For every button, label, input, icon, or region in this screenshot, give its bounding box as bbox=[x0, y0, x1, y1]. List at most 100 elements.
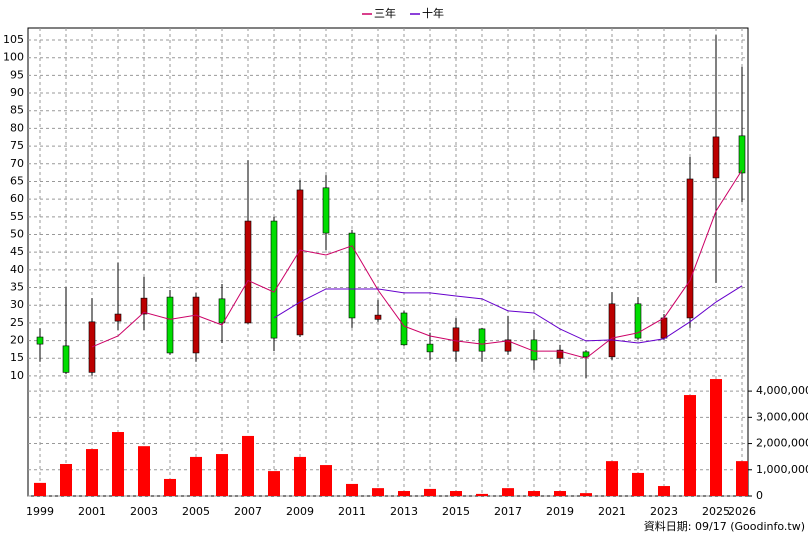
candle-body bbox=[686, 178, 694, 319]
x-tick-label: 2019 bbox=[546, 505, 574, 518]
y-tick-label: 35 bbox=[10, 281, 24, 294]
volume-bar bbox=[632, 472, 644, 496]
volume-bar bbox=[476, 493, 488, 496]
volume-bar bbox=[60, 464, 72, 496]
x-tick-label: 2007 bbox=[234, 505, 262, 518]
volume-bar bbox=[502, 488, 514, 496]
volume-bar bbox=[190, 456, 202, 496]
candle-body bbox=[348, 232, 356, 319]
x-tick-label: 2025 bbox=[702, 505, 730, 518]
x-tick-label: 2015 bbox=[442, 505, 470, 518]
volume-bar bbox=[606, 461, 618, 496]
legend-label: 十年 bbox=[422, 6, 444, 20]
y2-tick-label: 4,000,000 bbox=[756, 384, 808, 397]
x-tick-label: 2017 bbox=[494, 505, 522, 518]
candle-body bbox=[296, 189, 304, 336]
candle-body bbox=[114, 313, 122, 322]
x-tick-label: 2003 bbox=[130, 505, 158, 518]
candle-body bbox=[660, 317, 668, 339]
y-tick-label: 75 bbox=[10, 139, 24, 152]
ma-line bbox=[273, 285, 743, 344]
x-tick-label: 2023 bbox=[650, 505, 678, 518]
candle-body bbox=[166, 296, 174, 354]
candle-body bbox=[582, 351, 590, 358]
footnote: 資料日期: 09/17 (Goodinfo.tw) bbox=[644, 519, 805, 533]
volume-bar bbox=[658, 486, 670, 496]
y-tick-label: 25 bbox=[10, 316, 24, 329]
volume-bar bbox=[528, 491, 540, 496]
candle-body bbox=[556, 349, 564, 359]
x-tick-label: 2013 bbox=[390, 505, 418, 518]
x-tick-label: 2005 bbox=[182, 505, 210, 518]
volume-bar bbox=[294, 456, 306, 496]
candle-body bbox=[634, 303, 642, 339]
y-tick-label: 10 bbox=[10, 369, 24, 382]
y-tick-label: 100 bbox=[3, 51, 24, 64]
candle-body bbox=[62, 345, 70, 373]
volume-bar bbox=[112, 432, 124, 496]
y2-tick-label: 0 bbox=[756, 489, 763, 502]
plot-frame bbox=[27, 27, 749, 497]
volume-bar bbox=[554, 491, 566, 496]
candle-body bbox=[504, 339, 512, 352]
candle-body bbox=[322, 187, 330, 234]
volume-bar bbox=[86, 449, 98, 496]
volume-bar bbox=[346, 483, 358, 496]
y-tick-label: 105 bbox=[3, 33, 24, 46]
x-tick-label: 1999 bbox=[26, 505, 54, 518]
y2-tick-label: 1,000,000 bbox=[756, 463, 808, 476]
x-tick-label: 2021 bbox=[598, 505, 626, 518]
x-tick-label: 2001 bbox=[78, 505, 106, 518]
volume-bar bbox=[450, 491, 462, 496]
y2-tick-label: 2,000,000 bbox=[756, 437, 808, 450]
volume-bar bbox=[684, 395, 696, 496]
candle-body bbox=[374, 314, 382, 320]
candle-body bbox=[88, 321, 96, 373]
x-tick-label: 2011 bbox=[338, 505, 366, 518]
volume-bar bbox=[320, 465, 332, 496]
volume-bar bbox=[580, 493, 592, 496]
y-tick-label: 30 bbox=[10, 298, 24, 311]
candle-body bbox=[426, 343, 434, 353]
candle-body bbox=[192, 296, 200, 354]
candle-body bbox=[36, 336, 44, 345]
volume-bar bbox=[242, 435, 254, 496]
candle-body bbox=[452, 327, 460, 352]
ma-line bbox=[91, 169, 743, 359]
volume-bar bbox=[736, 461, 748, 496]
volume-bar bbox=[216, 454, 228, 496]
y-tick-label: 55 bbox=[10, 210, 24, 223]
y-tick-label: 40 bbox=[10, 263, 24, 276]
y-tick-label: 45 bbox=[10, 245, 24, 258]
candle-body bbox=[608, 303, 616, 358]
candle-body bbox=[478, 328, 486, 352]
volume-bar bbox=[34, 482, 46, 496]
y-tick-label: 60 bbox=[10, 192, 24, 205]
volume-bar bbox=[398, 491, 410, 496]
candle-body bbox=[738, 135, 746, 174]
y-tick-label: 80 bbox=[10, 121, 24, 134]
candle-body bbox=[270, 220, 278, 339]
volume-bar bbox=[372, 488, 384, 496]
legend-label: 三年 bbox=[374, 6, 396, 20]
y-tick-label: 65 bbox=[10, 174, 24, 187]
volume-bar bbox=[710, 379, 722, 496]
y-tick-label: 50 bbox=[10, 227, 24, 240]
volume-bar bbox=[138, 446, 150, 496]
y-tick-label: 70 bbox=[10, 157, 24, 170]
candle-body bbox=[712, 136, 720, 179]
x-tick-label: 2026 bbox=[728, 505, 756, 518]
volume-bar bbox=[268, 471, 280, 496]
candle-body bbox=[218, 298, 226, 324]
x-tick-label: 2009 bbox=[286, 505, 314, 518]
candle-body bbox=[140, 297, 148, 315]
y-tick-label: 85 bbox=[10, 104, 24, 117]
candle-body bbox=[244, 220, 252, 324]
candle-body bbox=[400, 312, 408, 346]
volume-bar bbox=[164, 478, 176, 496]
y-tick-label: 15 bbox=[10, 351, 24, 364]
volume-bar bbox=[424, 488, 436, 496]
y-tick-label: 20 bbox=[10, 334, 24, 347]
y-tick-label: 90 bbox=[10, 86, 24, 99]
